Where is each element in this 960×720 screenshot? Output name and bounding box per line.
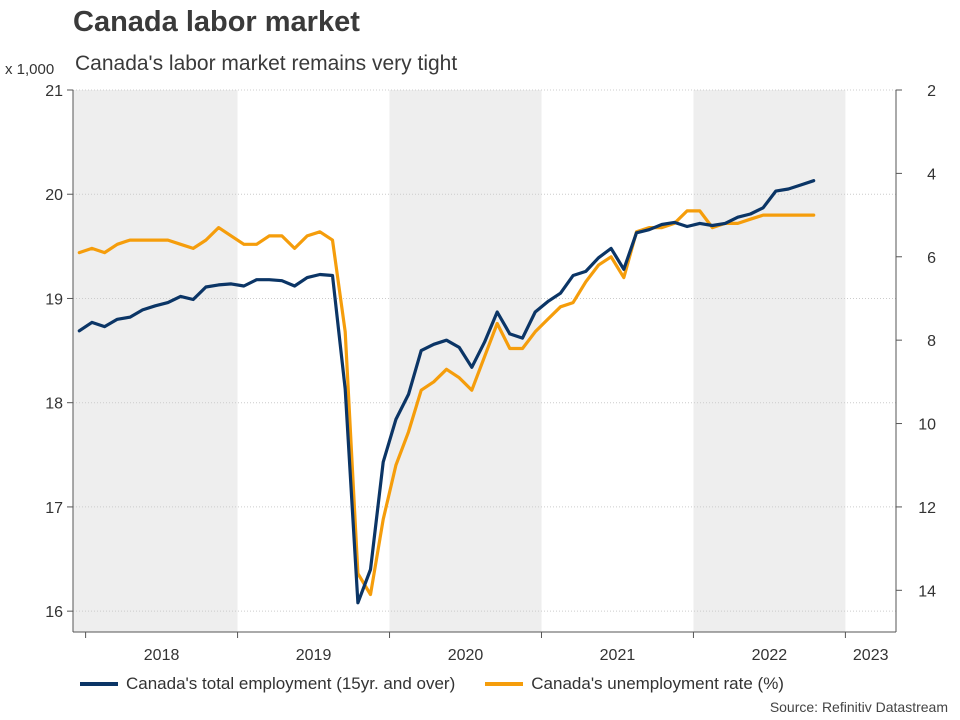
- left-tick-label: 16: [45, 604, 63, 621]
- legend-swatch-employment: [80, 682, 118, 686]
- series-line-unemployment: [77, 209, 816, 597]
- legend-swatch-unemployment: [485, 682, 524, 686]
- legend: Canada's total employment (15yr. and ove…: [80, 674, 814, 694]
- left-axis-unit-label: x 1,000: [5, 61, 55, 78]
- right-tick-label: 8: [927, 333, 936, 350]
- x-tick-label: 2019: [296, 647, 332, 664]
- x-tick-label: 2021: [600, 647, 636, 664]
- legend-item-unemployment: Canada's unemployment rate (%): [485, 674, 784, 694]
- shade-band-1: [389, 90, 542, 632]
- legend-item-employment: Canada's total employment (15yr. and ove…: [80, 674, 455, 694]
- gridlines: [73, 89, 896, 612]
- legend-label-unemployment: Canada's unemployment rate (%): [531, 674, 784, 693]
- shade-band-2: [693, 90, 846, 632]
- right-tick-label: 12: [918, 500, 936, 517]
- left-tick-label: 17: [45, 500, 63, 517]
- x-tick-label: 2022: [752, 647, 788, 664]
- x-tick-label: 2023: [853, 647, 889, 664]
- left-tick-label: 21: [45, 83, 63, 100]
- right-tick-label: 4: [927, 166, 936, 183]
- legend-label-employment: Canada's total employment (15yr. and ove…: [126, 674, 456, 693]
- series-lines: [77, 179, 816, 605]
- right-tick-label: 6: [927, 250, 936, 267]
- chart-title: Canada labor market: [73, 6, 360, 38]
- x-tick-label: 2018: [144, 647, 180, 664]
- right-tick-label: 10: [918, 417, 936, 434]
- shaded-year-bands: [73, 90, 846, 632]
- chart-subtitle: Canada's labor market remains very tight: [75, 52, 458, 75]
- series-line-employment: [77, 179, 816, 605]
- right-tick-label: 14: [918, 583, 936, 600]
- shade-band-0: [73, 90, 238, 632]
- x-tick-label: 2020: [448, 647, 484, 664]
- source-note: Source: Refinitiv Datastream: [769, 699, 948, 715]
- left-tick-label: 20: [45, 187, 63, 204]
- left-tick-label: 19: [45, 291, 63, 308]
- right-tick-label: 2: [927, 83, 936, 100]
- left-tick-label: 18: [45, 396, 63, 413]
